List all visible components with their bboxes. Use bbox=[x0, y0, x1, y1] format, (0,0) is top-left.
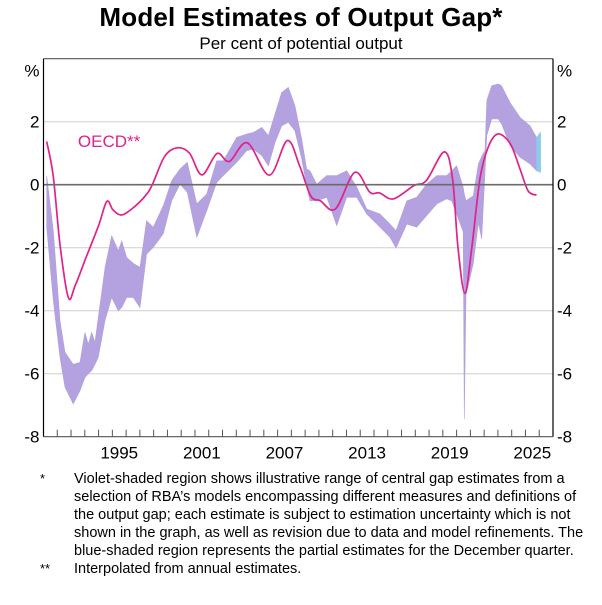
y-tick-label-right: -6 bbox=[557, 365, 572, 384]
x-tick-label: 2001 bbox=[183, 444, 221, 463]
footnote: * Violet-shaded region shows illustrativ… bbox=[0, 470, 602, 560]
chart: OECD** 1995 2001 2007 2013 2019 2025 2 2 0 0 -2 -2 -4… bbox=[24, 58, 572, 463]
x-tick-label: 2007 bbox=[266, 444, 304, 463]
footnote-mark: ** bbox=[40, 561, 51, 576]
y-tick-label-left: -6 bbox=[24, 365, 39, 384]
footnote: ** Interpolated from annual estimates. bbox=[0, 560, 602, 578]
footnote-mark: * bbox=[40, 471, 46, 486]
x-tick-label: 2019 bbox=[431, 444, 469, 463]
footnote-text: Interpolated from annual estimates. bbox=[74, 561, 302, 577]
y-tick-label-left: -4 bbox=[24, 302, 39, 321]
oecd-line bbox=[45, 133, 537, 301]
bands bbox=[46, 83, 541, 420]
axis-labels: OECD** 1995 2001 2007 2013 2019 2025 2 2 0 0 -2 -2 -4… bbox=[24, 62, 572, 463]
y-tick-label-left: -8 bbox=[24, 428, 39, 447]
x-tick-label: 2025 bbox=[513, 444, 551, 463]
oecd-label: OECD** bbox=[78, 132, 141, 151]
chart-subtitle: Per cent of potential output bbox=[199, 34, 403, 53]
y-tick-label-right: -4 bbox=[557, 302, 572, 321]
y-tick-label-right: -8 bbox=[557, 428, 572, 447]
footnotes: * Violet-shaded region shows illustrativ… bbox=[0, 470, 602, 578]
footnote-text: Violet-shaded region shows illustrative … bbox=[74, 471, 584, 559]
y-tick-label-left: -2 bbox=[24, 239, 39, 258]
y-unit-left: % bbox=[24, 62, 39, 81]
y-unit-right: % bbox=[557, 62, 572, 81]
y-tick-label-left: 0 bbox=[30, 176, 39, 195]
y-tick-label-right: 2 bbox=[557, 113, 566, 132]
blue-band bbox=[536, 131, 541, 173]
plot-frame bbox=[42, 58, 554, 438]
y-tick-label-right: -2 bbox=[557, 239, 572, 258]
lines bbox=[45, 133, 537, 301]
x-tick-label: 2013 bbox=[348, 444, 386, 463]
x-tick-label: 1995 bbox=[100, 444, 138, 463]
y-tick-label-left: 2 bbox=[30, 113, 39, 132]
y-tick-label-right: 0 bbox=[557, 176, 566, 195]
chart-title: Model Estimates of Output Gap* bbox=[99, 2, 503, 32]
